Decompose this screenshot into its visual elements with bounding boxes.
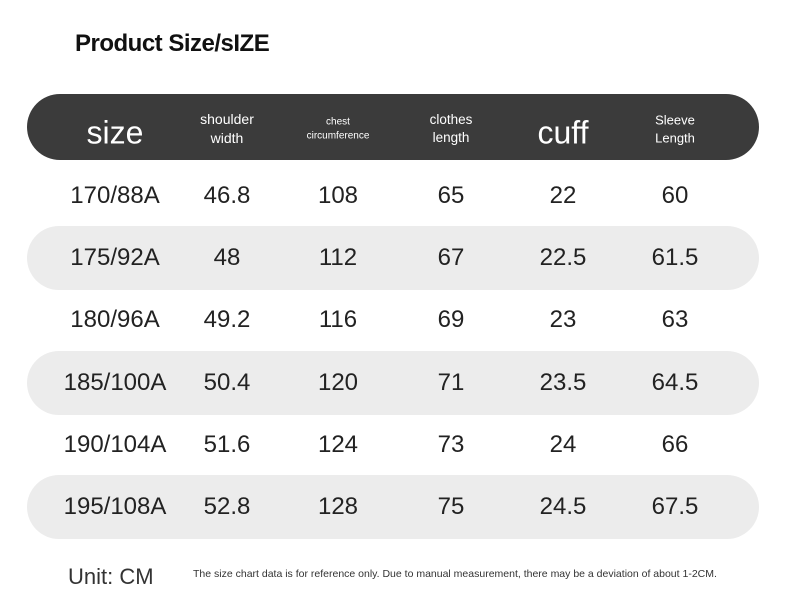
table-cell: 190/104A — [63, 430, 167, 458]
table-cell: 60 — [661, 181, 689, 209]
table-cell: 120 — [317, 368, 359, 396]
table-cell: 175/92A — [70, 243, 160, 271]
table-cell: 22.5 — [539, 243, 587, 271]
column-header: size — [86, 114, 144, 151]
table-cell: 124 — [317, 430, 359, 458]
table-cell: 65 — [437, 181, 465, 209]
header-bar — [27, 94, 759, 160]
table-cell: 64.5 — [651, 368, 699, 396]
table-cell: 61.5 — [651, 243, 699, 271]
table-cell: 52.8 — [203, 492, 251, 520]
row-band — [27, 226, 759, 291]
table-cell: 75 — [437, 492, 465, 520]
table-cell: 24 — [549, 430, 577, 458]
table-cell: 112 — [318, 243, 358, 271]
note: The size chart data is for reference onl… — [193, 568, 717, 580]
column-header: shoulder width — [200, 111, 254, 146]
table-cell: 63 — [661, 306, 689, 334]
table-cell: 180/96A — [70, 306, 160, 334]
title: Product Size/sIZE — [75, 30, 270, 57]
table-cell: 48 — [213, 243, 241, 271]
table-cell: 66 — [661, 430, 689, 458]
table-cell: 185/100A — [63, 368, 167, 396]
table-cell: 24.5 — [539, 492, 587, 520]
table-cell: 67 — [437, 243, 465, 271]
table-cell: 46.8 — [203, 181, 251, 209]
column-header: Sleeve Length — [655, 112, 695, 145]
table-cell: 128 — [317, 492, 359, 520]
row-band — [27, 350, 759, 415]
table-cell: 71 — [437, 368, 465, 396]
unit: Unit: CM — [68, 564, 154, 589]
column-header: clothes length — [429, 111, 473, 145]
table-cell: 50.4 — [203, 368, 251, 396]
table-cell: 23 — [549, 306, 577, 334]
table-cell: 67.5 — [651, 492, 699, 520]
table-cell: 49.2 — [203, 306, 251, 334]
table-cell: 195/108A — [63, 492, 167, 520]
table-cell: 73 — [437, 430, 465, 458]
row-band — [27, 475, 759, 539]
table-cell: 23.5 — [539, 368, 587, 396]
column-header: chest circumference — [306, 116, 370, 142]
table-cell: 22 — [549, 181, 577, 209]
table-cell: 69 — [437, 306, 465, 334]
table-cell: 108 — [317, 181, 359, 209]
table-cell: 51.6 — [203, 430, 251, 458]
table-cell: 116 — [318, 306, 358, 334]
column-header: cuff — [537, 114, 589, 151]
table-cell: 170/88A — [70, 181, 160, 209]
